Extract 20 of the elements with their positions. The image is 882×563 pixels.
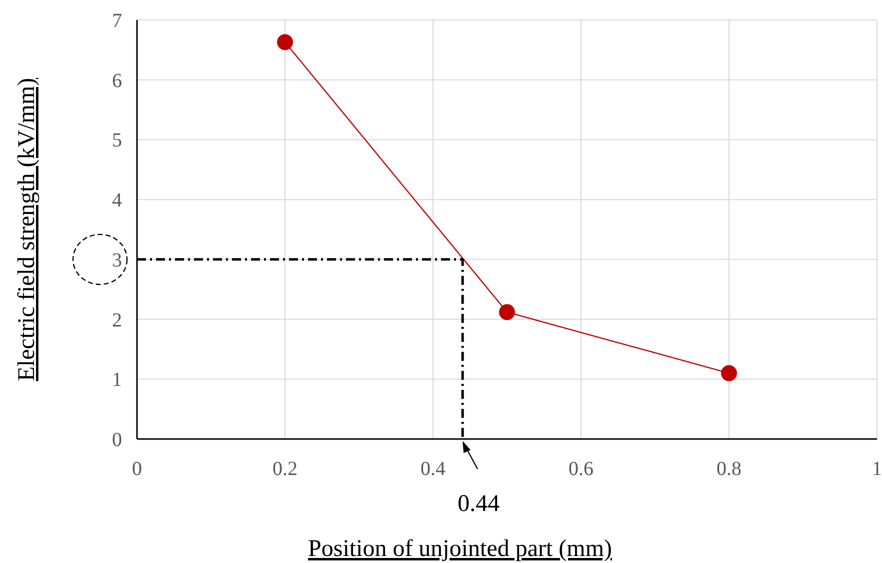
y-tick-label: 7 (112, 10, 122, 32)
point (277, 34, 293, 50)
y-tick-label: 2 (112, 309, 122, 332)
y-axis-title: Electric field strength (kV/mm) (14, 78, 40, 382)
point (721, 365, 737, 382)
x-tick-label: 0.6 (568, 458, 594, 480)
x-tick-label: 0.8 (716, 458, 742, 480)
y-tick-label: 1 (112, 369, 122, 392)
y-tick-label: 3 (112, 249, 122, 272)
x-tick-label: 0.4 (420, 458, 446, 480)
y-tick-label: 4 (112, 190, 122, 212)
annotation: 0.44 (458, 491, 500, 517)
x-tick-label: 1 (872, 458, 882, 480)
x-tick-label: 0.2 (272, 458, 298, 480)
x-tick-label: 0 (132, 458, 142, 480)
y-tick-label: 0 (112, 429, 122, 451)
y-tick-label: 6 (112, 70, 122, 92)
point (499, 304, 515, 320)
x-axis-title: Position of unjointed part (mm) (308, 536, 612, 562)
y-tick-label: 5 (112, 130, 122, 152)
